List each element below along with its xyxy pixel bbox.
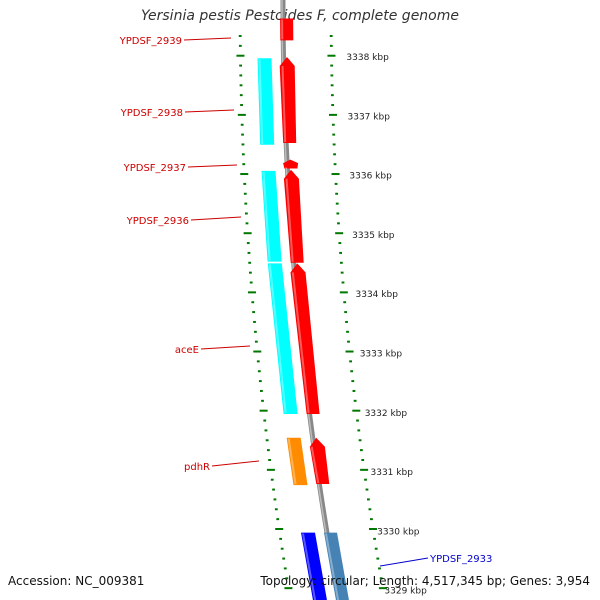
label-leader-line (200, 345, 251, 350)
gene-feature-shade (287, 438, 297, 485)
gene-label: YPDSF_2937 (123, 163, 186, 174)
label-leader-line (379, 557, 429, 567)
gene-label: YPDSF_2933 (429, 554, 492, 565)
kbp-label: 3329 kbp (384, 587, 427, 597)
kbp-label: 3333 kbp (360, 350, 403, 360)
gene-label: YPDSF_2939 (119, 36, 182, 47)
kbp-label: 3331 kbp (371, 468, 414, 478)
gene-feature (290, 263, 320, 414)
gene-feature (283, 159, 299, 169)
gene-feature-shade (285, 178, 294, 262)
gene-feature (257, 58, 275, 145)
gene-feature (267, 263, 298, 414)
kbp-label: 3336 kbp (349, 172, 392, 182)
gene-feature-shade (291, 272, 310, 414)
kbp-label: 3332 kbp (365, 409, 408, 419)
label-leader-line (211, 460, 260, 467)
gene-feature-shade (281, 65, 287, 143)
gene-feature-shade (262, 171, 271, 261)
gene-label: aceE (175, 345, 199, 356)
label-leader-line (190, 216, 242, 221)
gene-feature (301, 532, 327, 600)
gene-feature (309, 437, 330, 484)
accession-text: Accession: NC_009381 (8, 574, 145, 588)
kbp-label: 3330 kbp (377, 527, 420, 537)
gene-feature-shade (284, 167, 288, 170)
tick-marks (236, 35, 387, 590)
feature-track (257, 18, 349, 600)
gene-label: pdhR (184, 462, 210, 473)
kbp-label: 3338 kbp (346, 53, 389, 63)
gene-label: YPDSF_2936 (126, 216, 189, 227)
gene-feature (324, 532, 349, 600)
label-leader-line (187, 164, 238, 168)
gene-feature-shade (302, 533, 317, 600)
kbp-label: 3335 kbp (352, 231, 395, 241)
gene-feature-shade (325, 533, 340, 600)
gene-feature (283, 169, 304, 263)
map-title: Yersinia pestis Pestoides F, complete ge… (141, 8, 459, 24)
gene-feature (279, 57, 297, 143)
gene-label: YPDSF_2938 (120, 108, 183, 119)
gene-feature (286, 437, 308, 486)
gene-feature-shade (258, 59, 264, 144)
feature-labels: YPDSF_2939 YPDSF_2938 YPDSF_2937 YPDSF_2936… (119, 36, 492, 567)
label-leader-line (184, 109, 235, 113)
position-labels: 3338 kbp 3337 kbp 3336 kbp 3335 kbp 3334 kbp… (346, 53, 427, 597)
kbp-label: 3337 kbp (348, 112, 391, 122)
genome-summary-text: Topology: circular; Length: 4,517,345 bp… (260, 574, 590, 588)
gene-feature (261, 170, 282, 262)
gene-feature-shade (268, 264, 287, 414)
label-leader-line (183, 37, 232, 41)
kbp-label: 3334 kbp (356, 290, 399, 300)
gene-feature-shade (310, 446, 320, 484)
gene-feature (280, 18, 294, 41)
